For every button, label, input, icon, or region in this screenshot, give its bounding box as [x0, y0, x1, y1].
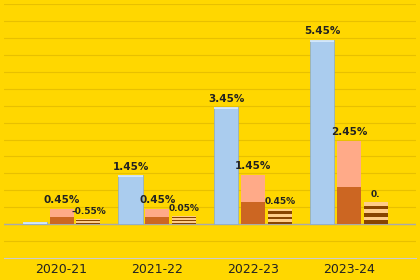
- Bar: [172, 217, 196, 218]
- Bar: [337, 187, 361, 224]
- Text: 5.45%: 5.45%: [304, 26, 340, 36]
- Text: 2.45%: 2.45%: [331, 127, 367, 137]
- Text: 0.: 0.: [371, 190, 381, 199]
- Bar: [76, 223, 100, 224]
- Bar: [23, 222, 47, 224]
- Bar: [172, 220, 196, 221]
- Bar: [364, 220, 388, 224]
- Bar: [76, 219, 100, 220]
- Bar: [268, 211, 292, 214]
- Bar: [76, 222, 100, 223]
- Bar: [76, 221, 100, 222]
- Text: 0.45%: 0.45%: [43, 195, 80, 205]
- Text: 1.45%: 1.45%: [235, 161, 271, 171]
- Text: 3.45%: 3.45%: [208, 94, 244, 104]
- Bar: [268, 214, 292, 216]
- Bar: [50, 209, 74, 217]
- Bar: [50, 217, 74, 224]
- Bar: [172, 216, 196, 217]
- Bar: [268, 221, 292, 224]
- Bar: [310, 40, 334, 42]
- Bar: [118, 175, 143, 224]
- Bar: [172, 218, 196, 220]
- Bar: [118, 175, 143, 177]
- Bar: [364, 206, 388, 209]
- Bar: [364, 213, 388, 217]
- Text: -0.55%: -0.55%: [71, 207, 106, 216]
- Text: 1.45%: 1.45%: [113, 162, 149, 172]
- Bar: [145, 217, 169, 224]
- Bar: [23, 222, 47, 225]
- Bar: [76, 220, 100, 221]
- Bar: [337, 141, 361, 187]
- Bar: [241, 202, 265, 224]
- Text: 0.45%: 0.45%: [139, 195, 176, 205]
- Bar: [364, 202, 388, 206]
- Bar: [268, 219, 292, 221]
- Text: 0.45%: 0.45%: [264, 197, 295, 206]
- Bar: [268, 209, 292, 211]
- Bar: [214, 108, 238, 224]
- Bar: [241, 175, 265, 202]
- Bar: [214, 108, 238, 109]
- Bar: [310, 40, 334, 224]
- Bar: [172, 223, 196, 224]
- Bar: [172, 221, 196, 223]
- Text: 0.05%: 0.05%: [169, 204, 200, 213]
- Bar: [364, 217, 388, 220]
- Bar: [145, 209, 169, 217]
- Bar: [268, 216, 292, 219]
- Bar: [364, 209, 388, 213]
